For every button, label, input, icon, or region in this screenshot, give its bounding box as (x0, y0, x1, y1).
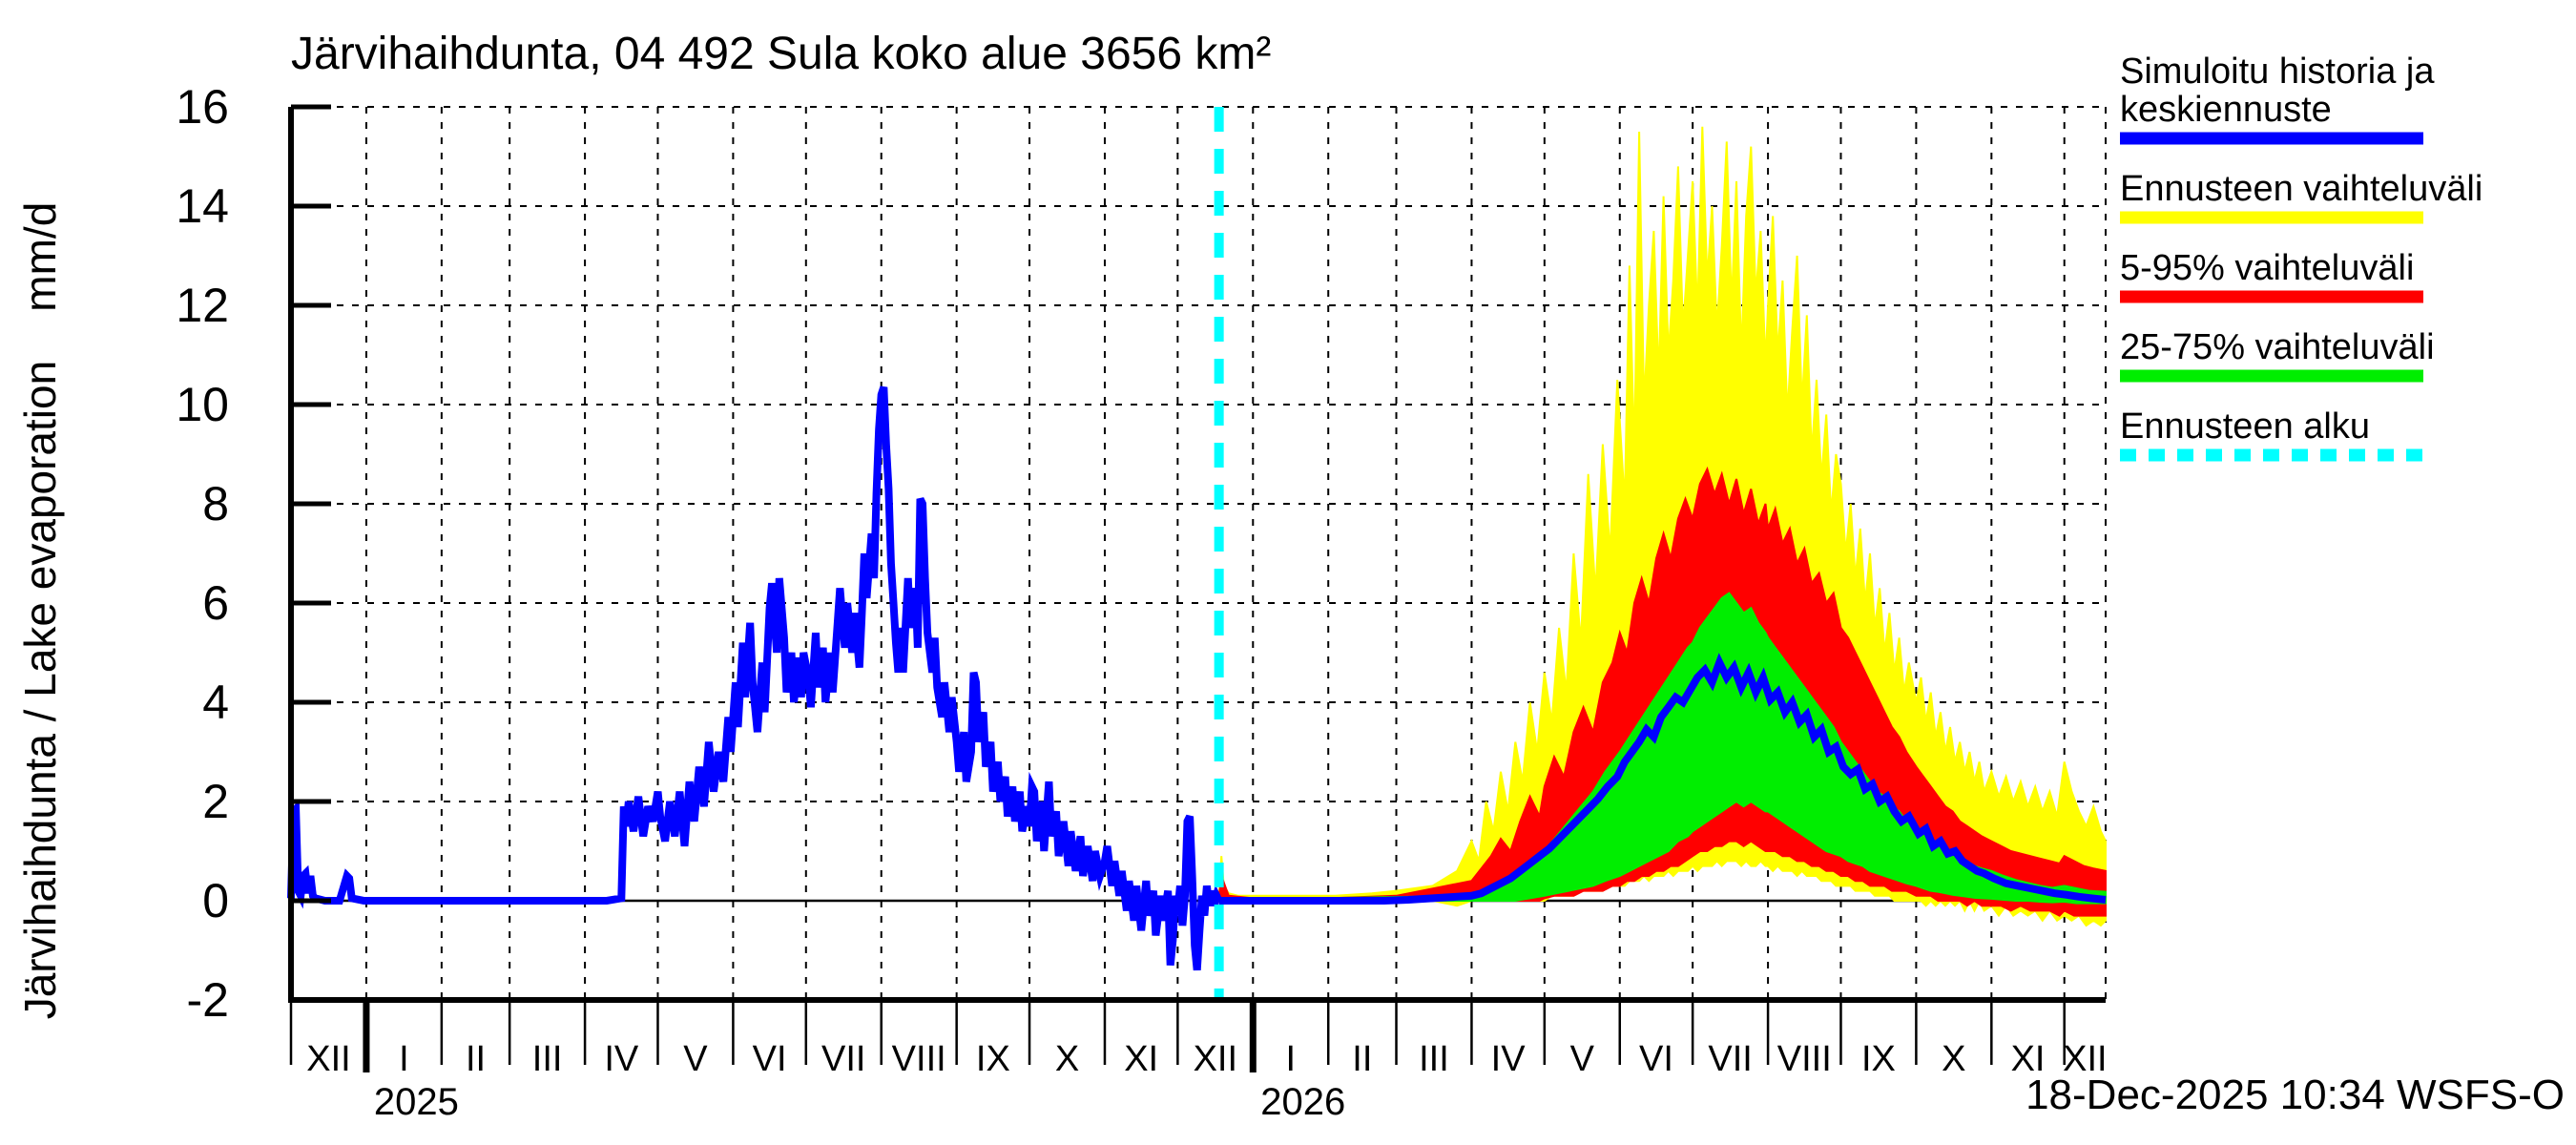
month-label: VIII (892, 1039, 946, 1079)
legend-item-1: Ennusteen vaihteluväli (2120, 169, 2483, 224)
legend-label: 5-95% vaihteluväli (2120, 248, 2414, 288)
chart-title: Järvihaihdunta, 04 492 Sula koko alue 36… (291, 29, 1271, 79)
month-label: VI (753, 1039, 787, 1079)
history-line (287, 385, 1223, 971)
month-label: III (1419, 1039, 1449, 1079)
legend-label: Ennusteen vaihteluväli (2120, 169, 2483, 209)
month-label: IV (1491, 1039, 1527, 1079)
month-label: IV (604, 1039, 639, 1079)
year-label: 2026 (1260, 1081, 1345, 1123)
month-label: X (1942, 1039, 1965, 1079)
month-label: I (399, 1039, 409, 1079)
y-tick-label: 4 (202, 676, 229, 729)
axes-and-ticks (288, 104, 2106, 1072)
month-label: XII (306, 1039, 350, 1079)
data-lines (287, 107, 2107, 1000)
month-label: I (1285, 1039, 1296, 1079)
month-label: XII (1194, 1039, 1237, 1079)
month-label: VII (1708, 1039, 1752, 1079)
month-label: VI (1639, 1039, 1673, 1079)
legend-item-2: 5-95% vaihteluväli (2120, 248, 2423, 303)
month-label: VII (821, 1039, 865, 1079)
legend-label: keskiennuste (2120, 90, 2332, 130)
y-tick-label: 6 (202, 576, 229, 630)
month-label: V (683, 1039, 708, 1079)
y-tick-label: 8 (202, 477, 229, 531)
month-label: III (532, 1039, 563, 1079)
median-forecast-line (1218, 653, 2107, 905)
y-tick-label: 16 (176, 80, 229, 134)
y-tick-label: 14 (176, 179, 229, 233)
month-label: V (1570, 1039, 1595, 1079)
month-label: XII (2063, 1039, 2107, 1079)
month-label: II (1352, 1039, 1372, 1079)
legend-item-3: 25-75% vaihteluväli (2120, 327, 2435, 383)
month-label: IX (1861, 1039, 1896, 1079)
year-label: 2025 (374, 1081, 459, 1123)
forecast-bands (1217, 126, 2107, 927)
y-tick-label: -2 (187, 973, 229, 1027)
month-label: II (466, 1039, 486, 1079)
month-label: XI (2011, 1039, 2046, 1079)
legend-label: 25-75% vaihteluväli (2120, 327, 2435, 367)
month-label: VIII (1777, 1039, 1832, 1079)
y-tick-label: 10 (176, 378, 229, 431)
y-tick-label: 12 (176, 279, 229, 332)
legend-item-4: Ennusteen alku (2120, 406, 2423, 462)
month-label: IX (976, 1039, 1010, 1079)
timestamp-label: 18-Dec-2025 10:34 WSFS-O (2025, 1072, 2565, 1118)
legend-label: Ennusteen alku (2120, 406, 2370, 447)
y-tick-label: 2 (202, 775, 229, 828)
band-25-75 (1217, 592, 2107, 905)
y-axis-title: Järvihaihdunta / Lake evaporation mm/d (15, 202, 65, 1020)
month-label: XI (1124, 1039, 1158, 1079)
legend-label: Simuloitu historia ja (2120, 52, 2435, 92)
month-label: X (1055, 1039, 1079, 1079)
y-tick-label: 0 (202, 874, 229, 927)
